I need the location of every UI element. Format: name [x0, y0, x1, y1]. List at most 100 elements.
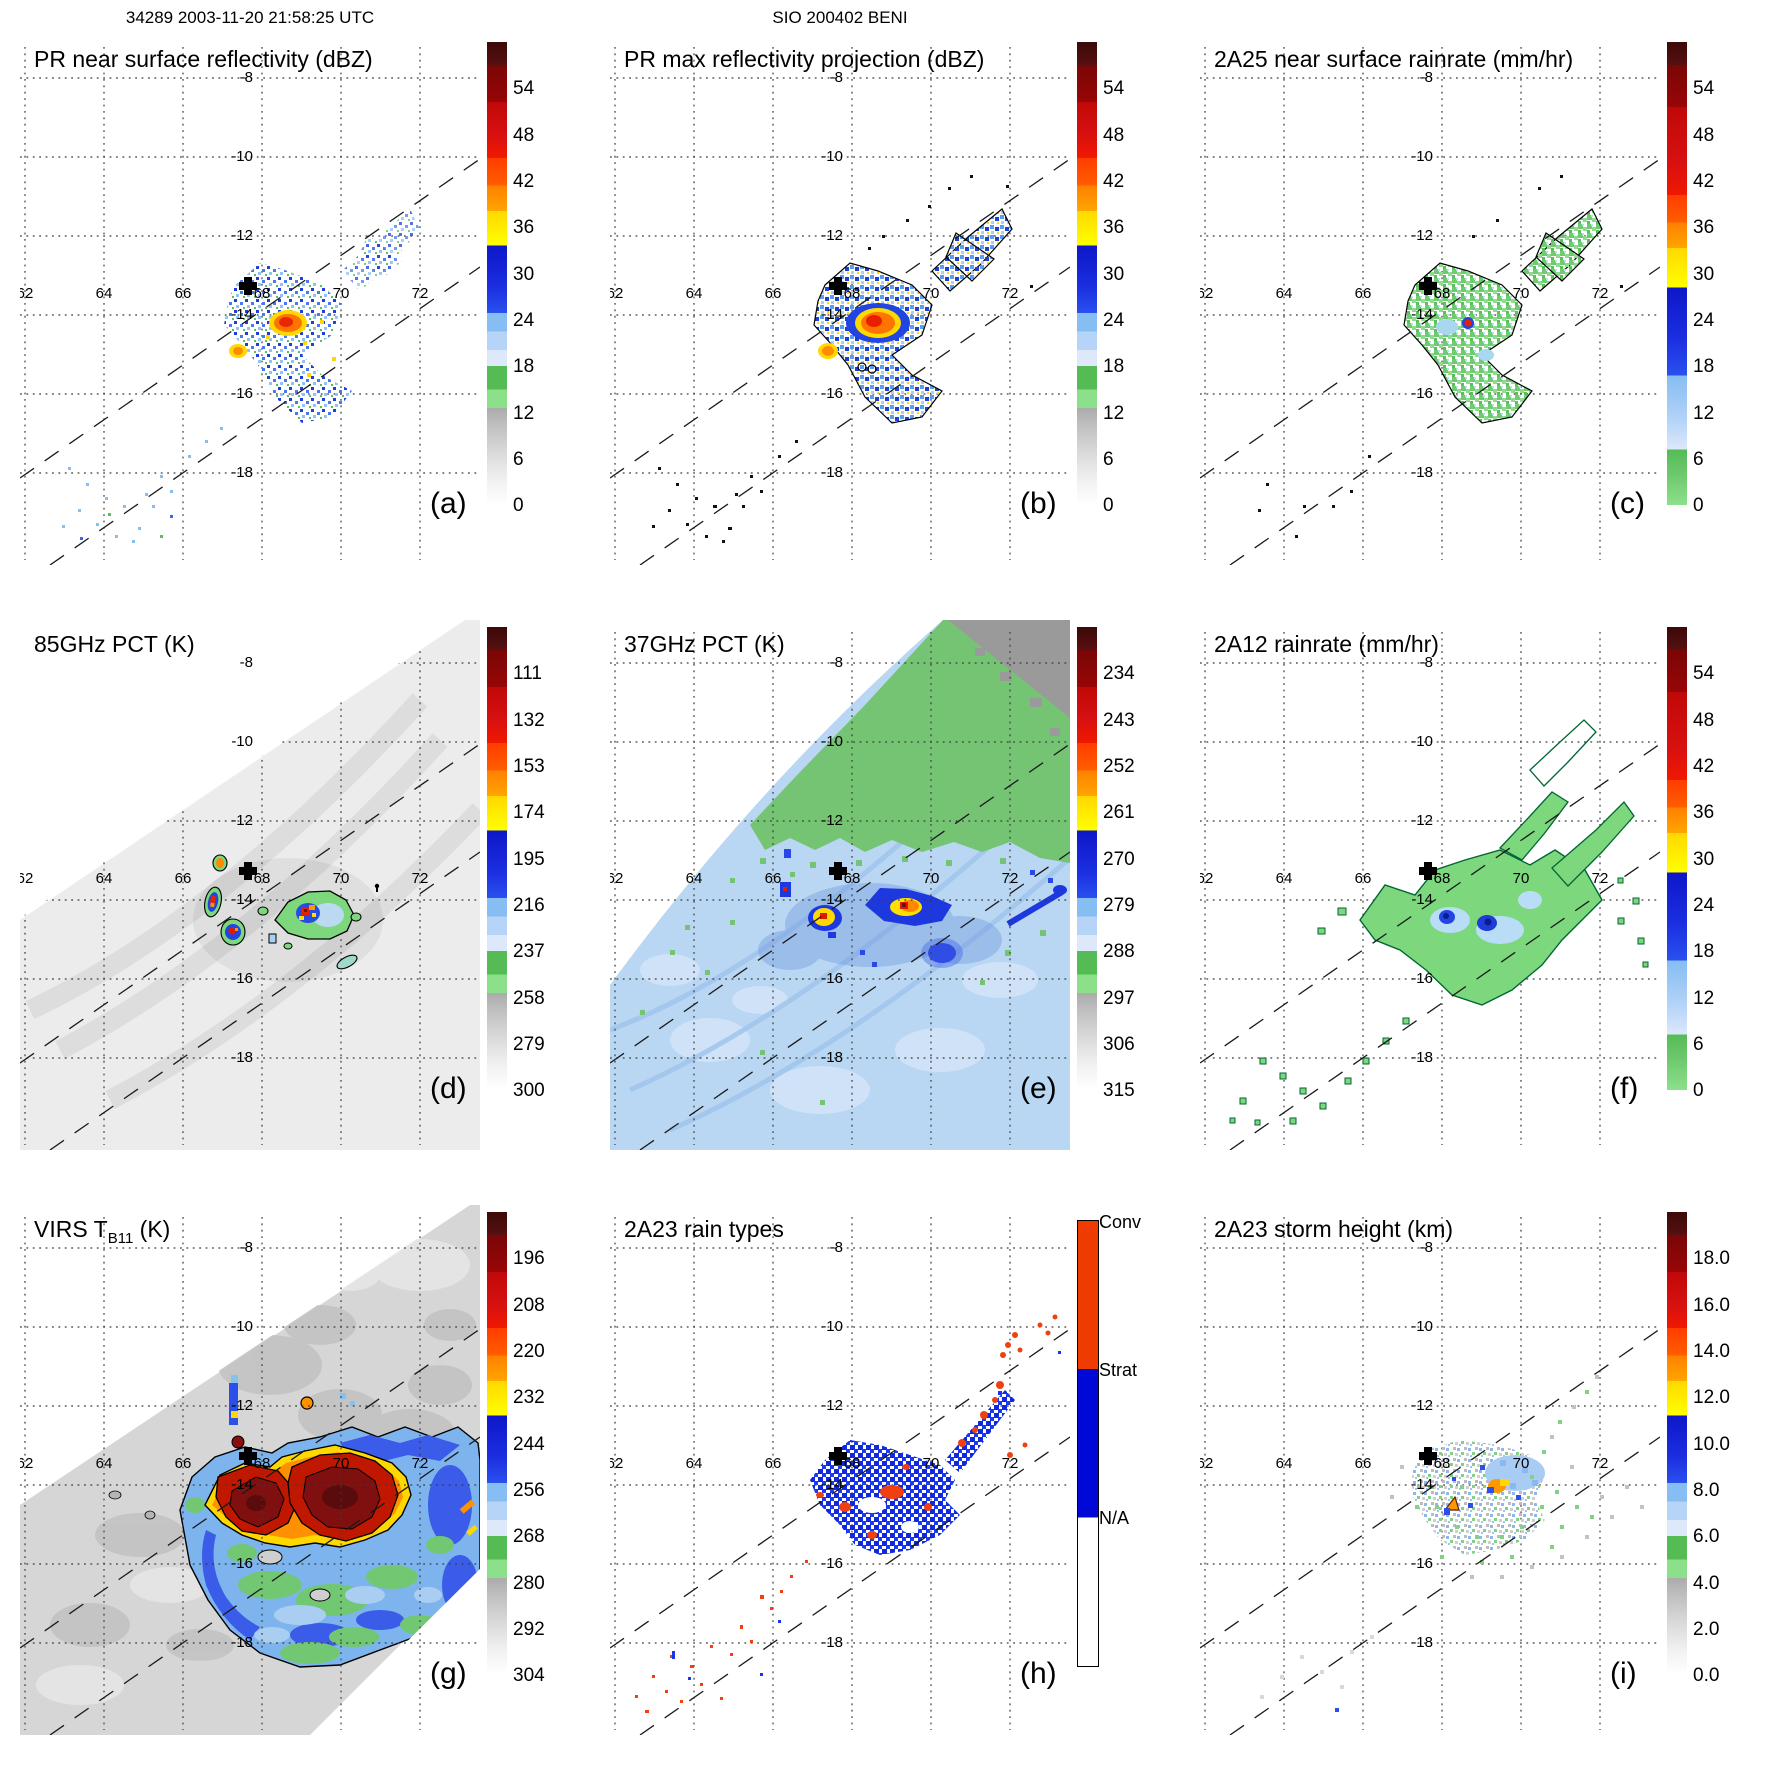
panel-c: 62 64 66 68 70 72 -8 -10 -12 -14 -16 -18 2A25 near…	[1200, 35, 1770, 580]
svg-text:-8: -8	[1420, 69, 1433, 86]
svg-text:70: 70	[333, 870, 350, 887]
cbar-tick: 0	[1693, 495, 1704, 516]
svg-text:66: 66	[175, 870, 192, 887]
cbar-tick: 261	[1103, 802, 1135, 823]
svg-text:66: 66	[1355, 1455, 1372, 1472]
cbar-tick: 42	[1693, 756, 1715, 777]
cbar-tick: 54	[1103, 78, 1125, 99]
lon-labels: 62 64 66 68 70 72	[20, 1455, 428, 1472]
svg-text:-8: -8	[830, 69, 843, 86]
lon-labels: 62 64 66 68 70 72	[20, 870, 428, 887]
swath-edge-upper	[20, 158, 480, 479]
svg-text:72: 72	[1592, 870, 1609, 887]
panel-h: 62 64 66 68 70 72 -8 -10 -12 -14 -16 -18 2A23 rain…	[610, 1205, 1180, 1750]
svg-text:-12: -12	[231, 227, 253, 244]
lat-labels: -8 -10 -12 -14 -16 -18	[1411, 1239, 1433, 1651]
sparse-echoes	[62, 427, 223, 543]
svg-text:-8: -8	[240, 1239, 253, 1256]
svg-text:66: 66	[765, 1455, 782, 1472]
svg-text:62: 62	[20, 870, 33, 887]
cbar-tick: 304	[513, 1665, 545, 1686]
panel-i: 62 64 66 68 70 72 -8 -10 -12 -14 -16 -18 2A23 stor…	[1200, 1205, 1770, 1750]
cbar-tick: 12	[1693, 403, 1715, 424]
cbar-tick: 279	[513, 1034, 545, 1055]
gray-speckles	[1390, 1375, 1644, 1579]
svg-text:-10: -10	[231, 733, 253, 750]
map-f: 62 64 66 68 70 72 -8 -10 -12 -14 -16 -18 2A12 rain…	[1200, 631, 1660, 1150]
cbar-tick: 6.0	[1693, 1526, 1720, 1547]
svg-text:62: 62	[1200, 285, 1213, 302]
data-field	[1260, 1375, 1644, 1712]
scattered-rain-cells	[1229, 877, 1649, 1126]
cbar-tick: 216	[513, 895, 545, 916]
cbar-tick: 36	[1693, 217, 1715, 238]
svg-text:-10: -10	[1411, 1318, 1433, 1335]
lat-labels: -8 -10 -12 -14 -16 -18	[821, 654, 843, 1066]
cbar-tick: 4.0	[1693, 1573, 1720, 1594]
lon-labels: 62 64 66 68 70 72	[610, 870, 1018, 887]
svg-text:66: 66	[1355, 870, 1372, 887]
cold-cloud-shield	[179, 1426, 480, 1668]
colorbar-i	[1667, 1212, 1687, 1675]
svg-text:-8: -8	[240, 69, 253, 86]
panel-letter: (g)	[430, 1657, 467, 1690]
svg-text:-18: -18	[231, 1049, 253, 1066]
scattered-echo-dots	[1258, 175, 1623, 538]
svg-text:72: 72	[1002, 870, 1019, 887]
svg-text:-14: -14	[231, 306, 253, 323]
storm-center-marker	[239, 1447, 257, 1465]
storm-center-marker	[1419, 277, 1437, 295]
panel-letter: (c)	[1610, 487, 1645, 520]
cbar-tick: 18	[1693, 356, 1715, 377]
data-field	[635, 1314, 1061, 1713]
data-field	[204, 854, 380, 970]
tmi-swath-background	[20, 620, 480, 1150]
svg-text:72: 72	[412, 1455, 429, 1472]
cbar-tick: 0	[513, 495, 524, 516]
data-field	[1258, 175, 1623, 538]
svg-text:64: 64	[96, 870, 113, 887]
panel-f: 62 64 66 68 70 72 -8 -10 -12 -14 -16 -18 2A12 rain…	[1200, 620, 1770, 1165]
svg-text:-10: -10	[821, 1318, 843, 1335]
svg-text:62: 62	[1200, 870, 1213, 887]
svg-text:-18: -18	[821, 464, 843, 481]
cbar-tick: 6	[513, 449, 524, 470]
cbar-category-conv: Conv	[1099, 1212, 1142, 1232]
panel-title: 2A23 rain types	[624, 1216, 784, 1242]
svg-text:64: 64	[1276, 870, 1293, 887]
cbar-tick: 54	[1693, 78, 1715, 99]
svg-text:70: 70	[1513, 285, 1530, 302]
svg-text:-16: -16	[231, 385, 253, 402]
svg-text:-18: -18	[231, 464, 253, 481]
scattered-conv-dots	[635, 1560, 808, 1713]
map-g: 62 64 66 68 70 72 -8 -10 -12 -14 -16 -18 VIRS TB11…	[20, 1205, 480, 1735]
scattered-echo-dots	[652, 175, 1033, 543]
panel-title: 2A25 near surface rainrate (mm/hr)	[1214, 46, 1573, 72]
svg-text:70: 70	[333, 1455, 350, 1472]
panel-d: 62 64 66 68 70 72 -8 -10 -12 -14 -16 -18 85GHz PCT…	[20, 620, 590, 1165]
cbar-tick: 48	[513, 125, 535, 146]
cbar-tick: 6	[1693, 1034, 1704, 1055]
map-h: 62 64 66 68 70 72 -8 -10 -12 -14 -16 -18 2A23 rain…	[610, 1216, 1070, 1735]
off-swath-mask-se	[313, 1569, 480, 1735]
svg-text:70: 70	[333, 285, 350, 302]
cbar-tick: 36	[513, 217, 535, 238]
svg-text:-8: -8	[830, 654, 843, 671]
map-e: 62 64 66 68 70 72 -8 -10 -12 -14 -16 -18 37GHz PCT…	[610, 620, 1070, 1150]
panel-a: 62 64 66 68 70 72 -8 -10 -12 -14 -16 -18 PR near…	[20, 35, 590, 580]
cbar-tick: 36	[1103, 217, 1125, 238]
cbar-tick: 24	[513, 310, 535, 331]
lat-labels: -8 -10 -12 -14 -16 -18	[231, 69, 253, 481]
svg-text:68: 68	[254, 1455, 271, 1472]
panel-letter: (i)	[1610, 1657, 1637, 1690]
cbar-tick: 6	[1103, 449, 1114, 470]
svg-text:-14: -14	[821, 306, 843, 323]
cbar-tick: 0	[1103, 495, 1114, 516]
svg-text:-12: -12	[1411, 227, 1433, 244]
svg-text:-16: -16	[821, 1555, 843, 1572]
cbar-tick: 111	[513, 663, 542, 684]
panel-title: 85GHz PCT (K)	[34, 631, 195, 657]
off-swath-mask	[610, 620, 941, 982]
svg-text:-8: -8	[240, 654, 253, 671]
svg-text:-14: -14	[1411, 891, 1433, 908]
